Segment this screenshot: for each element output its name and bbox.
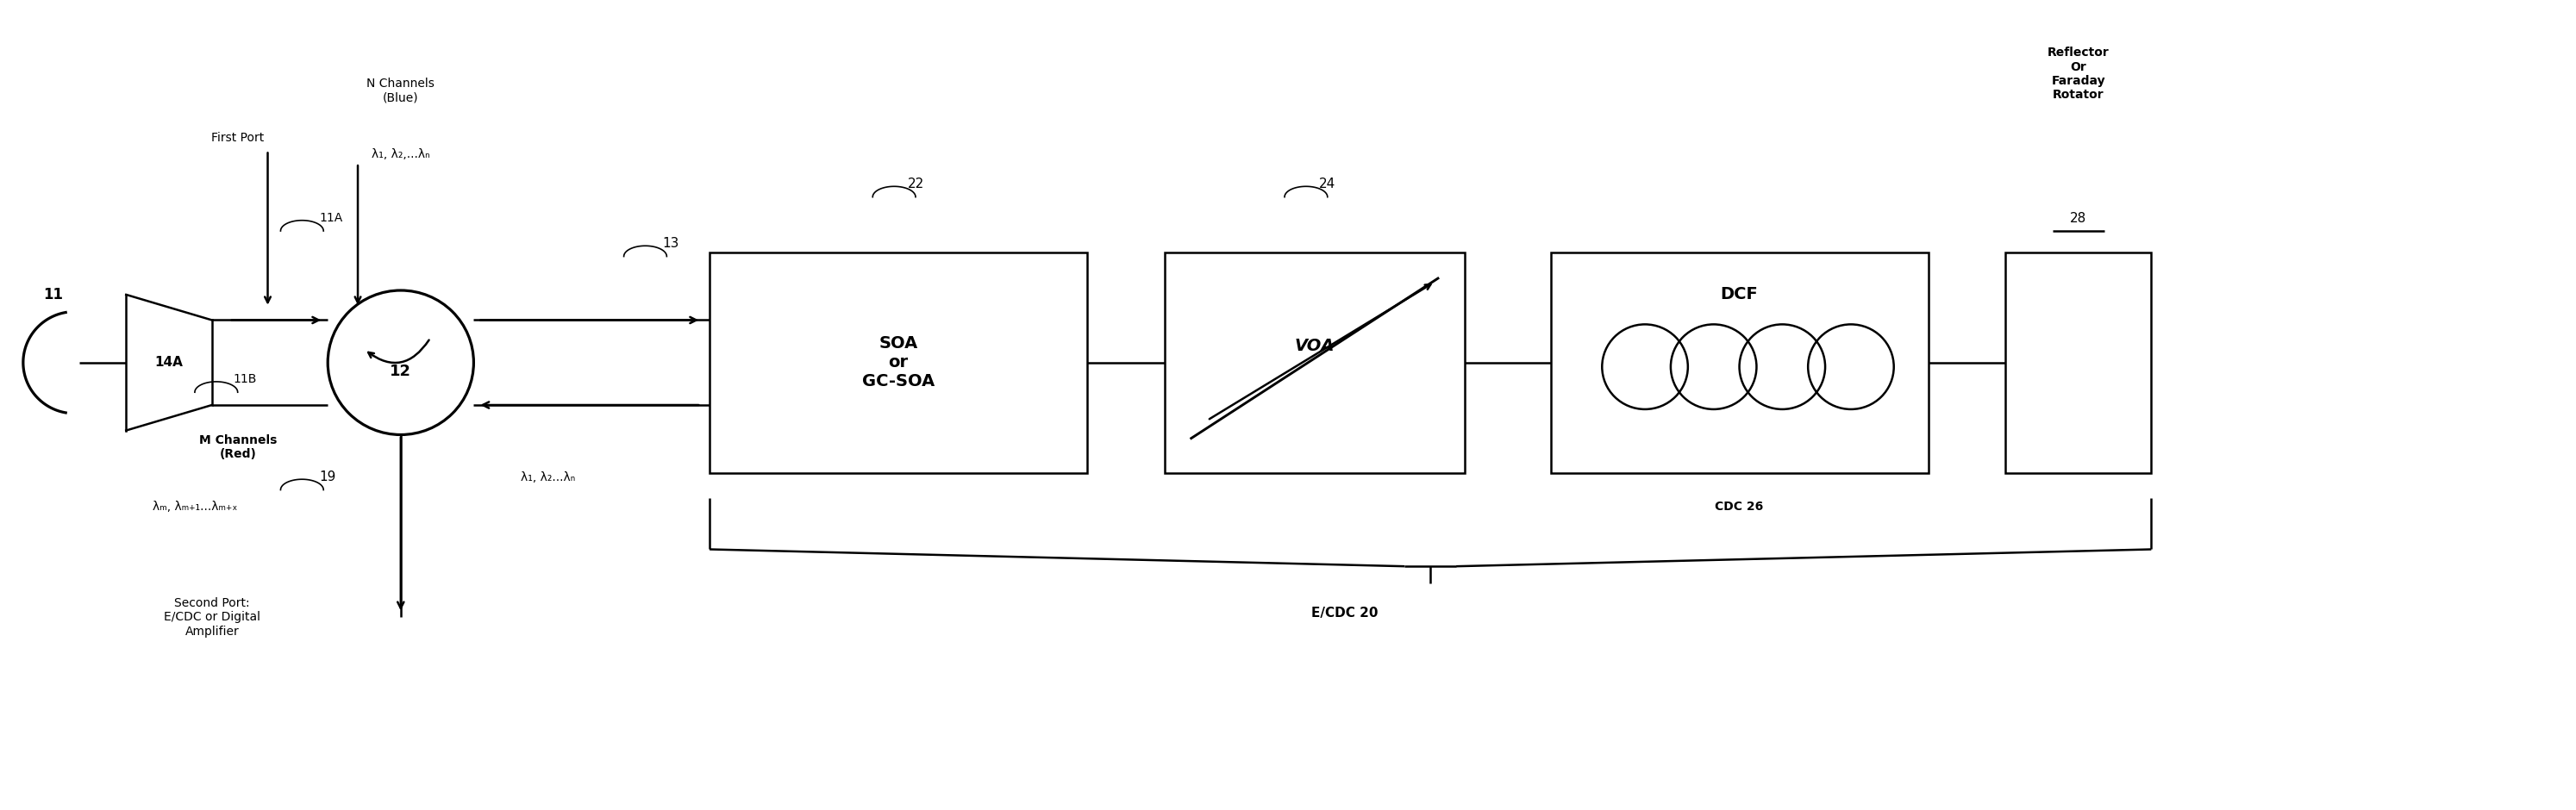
Text: M Channels
(Red): M Channels (Red) [198, 434, 276, 460]
Text: λ₁, λ₂,...λₙ: λ₁, λ₂,...λₙ [371, 148, 430, 160]
Text: λ₁, λ₂...λₙ: λ₁, λ₂...λₙ [520, 471, 574, 484]
Bar [2004, 252, 2151, 473]
Text: CDC 26: CDC 26 [1716, 501, 1765, 513]
Bar [1164, 252, 1466, 473]
Text: SOA
or
GC-SOA: SOA or GC-SOA [863, 335, 935, 390]
Text: E/CDC 20: E/CDC 20 [1311, 607, 1378, 620]
Text: DCF: DCF [1721, 287, 1759, 303]
Text: 22: 22 [907, 178, 925, 190]
Text: 13: 13 [662, 237, 680, 250]
Text: 19: 19 [319, 471, 335, 484]
Text: 14A: 14A [155, 356, 183, 369]
Bar [708, 252, 1087, 473]
Text: 11A: 11A [319, 212, 343, 224]
Text: Second Port:
E/CDC or Digital
Amplifier: Second Port: E/CDC or Digital Amplifier [165, 597, 260, 637]
Text: 28: 28 [2071, 211, 2087, 224]
Text: 24: 24 [1319, 178, 1337, 190]
Text: First Port: First Port [211, 131, 265, 143]
Text: λₘ, λₘ₊₁...λₘ₊ₓ: λₘ, λₘ₊₁...λₘ₊ₓ [152, 501, 237, 513]
Text: 11B: 11B [234, 373, 258, 386]
Text: Reflector
Or
Faraday
Rotator: Reflector Or Faraday Rotator [2048, 47, 2110, 101]
Text: 11: 11 [44, 287, 62, 302]
Text: N Channels
(Blue): N Channels (Blue) [366, 78, 435, 104]
Text: 12: 12 [389, 364, 412, 379]
Text: VOA: VOA [1296, 338, 1334, 354]
Bar [1551, 252, 1929, 473]
